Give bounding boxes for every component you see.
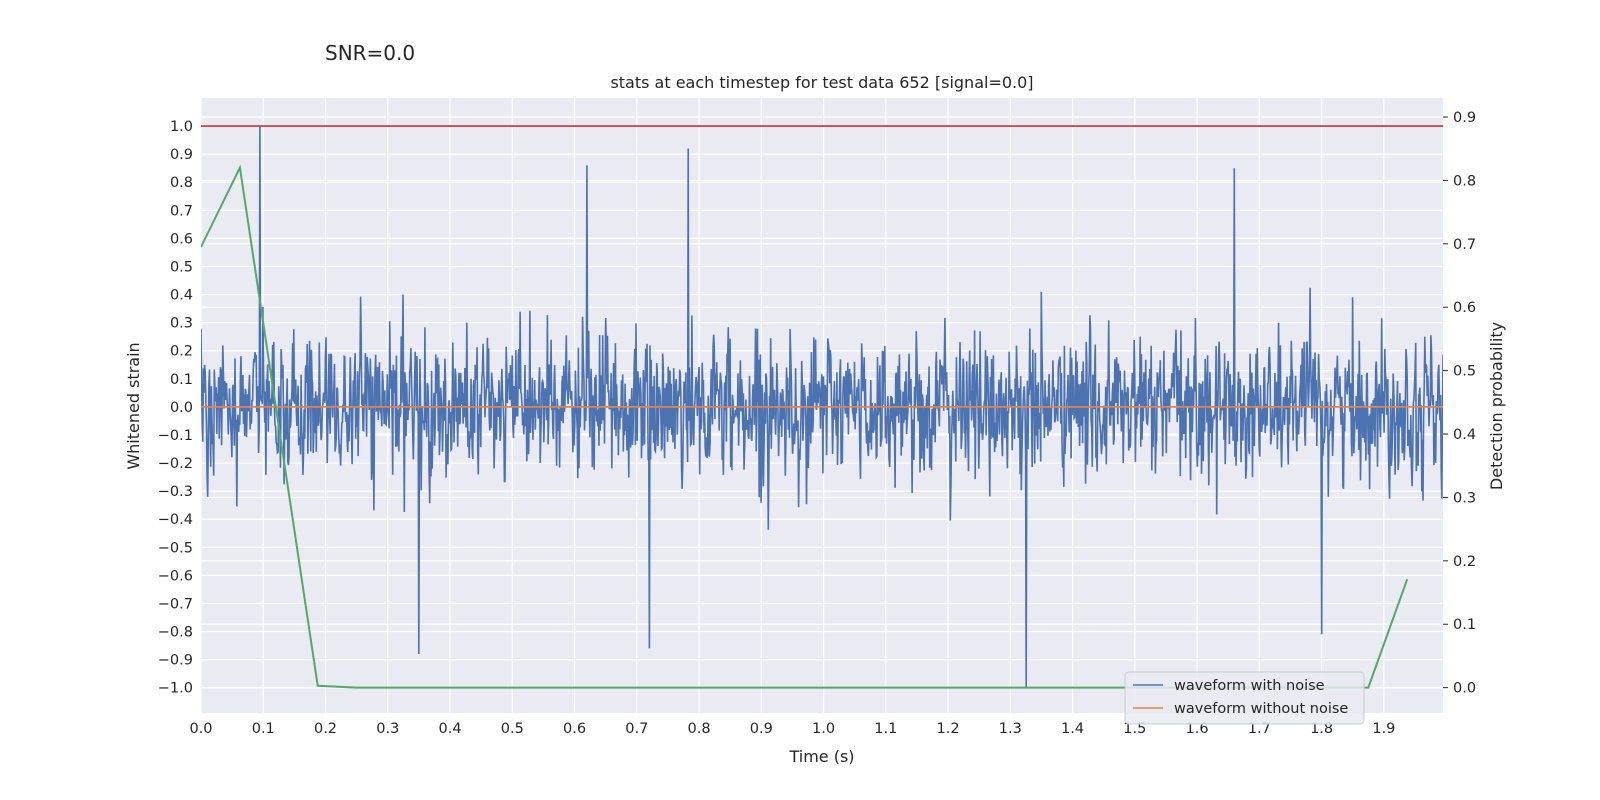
y-tick-labels: 1.0 0.9 0.8 0.7 0.6 0.5 0.4 0.3 0.2 0.1 0.0 −0.1 −0.… [158,119,193,697]
y2-tick-labels: 0.9 0.8 0.7 0.6 0.5 0.4 0.3 0.2 0.1 0.0 [1443,110,1476,697]
legend-label-with-noise: waveform with noise [1174,678,1325,694]
y-tick-label: −0.7 [158,596,193,612]
x-tick-labels: 0.0 0.1 0.2 0.3 0.4 0.5 0.6 0.7 0.8 0.9 1.0 1.1 1.2 1… [189,721,1395,737]
x-tick-label: 1.0 [812,721,835,737]
y2-tick-label: 0.9 [1453,110,1476,126]
x-tick-label: 0.3 [376,721,399,737]
y2-tick-label: 0.0 [1453,681,1476,697]
x-tick-label: 0.4 [438,721,461,737]
x-tick-label: 1.3 [999,721,1022,737]
x-tick-label: 0.1 [252,721,275,737]
y-tick-label: 0.2 [170,344,193,360]
y-tick-label: −0.1 [158,428,193,444]
x-tick-label: 1.8 [1310,721,1333,737]
legend-label-without-noise: waveform without noise [1174,701,1348,717]
figure-suptitle: SNR=0.0 [325,41,416,65]
x-tick-label: 1.5 [1123,721,1146,737]
x-tick-label: 1.7 [1248,721,1271,737]
x-axis-label: Time (s) [788,747,854,766]
y-tick-label: 1.0 [170,119,193,135]
x-tick-label: 0.5 [501,721,524,737]
x-tick-label: 0.7 [625,721,648,737]
series-waveform-with-noise [201,126,1443,688]
series-detection-probability [201,164,1409,689]
x-tick-label: 1.4 [1061,721,1084,737]
y-tick-label: 0.3 [170,316,193,332]
y-tick-label: −0.9 [158,653,193,669]
y2-tick-label: 0.8 [1453,173,1476,189]
x-tick-label: 1.6 [1186,721,1209,737]
x-tick-label: 0.0 [189,721,212,737]
y-tick-label: 0.6 [170,231,193,247]
y-tick-label: 0.0 [170,400,193,416]
x-tick-label: 0.6 [563,721,586,737]
legend-box [1124,671,1365,725]
x-tick-label: 0.8 [688,721,711,737]
y2-axis-label: Detection probability [1487,322,1506,490]
y-tick-label: 0.9 [170,147,193,163]
chart-title: stats at each timestep for test data 652… [610,73,1033,92]
y2-tick-label: 0.6 [1453,300,1476,316]
y-tick-label: 0.7 [170,203,193,219]
y-axis-label: Whitened strain [124,342,143,469]
y2-tick-label: 0.4 [1453,427,1476,443]
y-tick-label: −0.8 [158,625,193,641]
y-tick-label: 0.5 [170,259,193,275]
y2-tick-label: 0.7 [1453,237,1476,253]
y2-tick-label: 0.5 [1453,364,1476,380]
y-tick-label: 0.8 [170,175,193,191]
x-tick-label: 0.9 [750,721,773,737]
x-tick-label: 1.2 [937,721,960,737]
legend: waveform with noise waveform without noi… [1124,671,1365,725]
y-tick-label: −1.0 [158,681,193,697]
y-tick-label: 0.1 [170,372,193,388]
x-tick-label: 1.9 [1372,721,1395,737]
y-tick-label: 0.4 [170,288,193,304]
y-tick-label: −0.3 [158,484,193,500]
x-tick-label: 0.2 [314,721,337,737]
y-tick-label: −0.6 [158,568,193,584]
y-tick-label: −0.5 [158,540,193,556]
y2-tick-label: 0.1 [1453,617,1476,633]
y2-tick-label: 0.3 [1453,490,1476,506]
x-tick-label: 1.1 [874,721,897,737]
y-tick-label: −0.2 [158,456,193,472]
y2-tick-label: 0.2 [1453,554,1476,570]
y-tick-label: −0.4 [158,512,193,528]
